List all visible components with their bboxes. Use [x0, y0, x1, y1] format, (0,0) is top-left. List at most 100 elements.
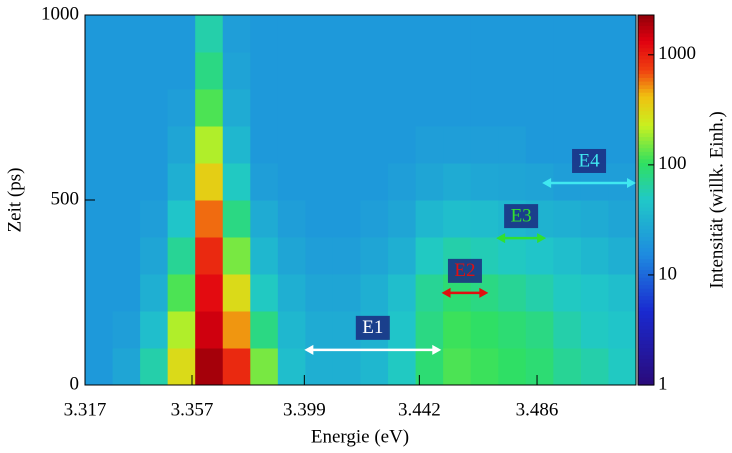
colorbar-step	[638, 70, 654, 75]
cell	[470, 126, 499, 164]
x-tick-label: 3.442	[398, 399, 441, 420]
colorbar-step	[638, 55, 654, 60]
cell	[85, 237, 114, 275]
colorbar-step	[638, 170, 654, 175]
colorbar-step	[638, 174, 654, 179]
arrow-head	[479, 287, 489, 298]
colorbar-step	[638, 33, 654, 38]
cell	[112, 15, 141, 53]
cell	[498, 274, 527, 312]
cell	[332, 15, 361, 53]
colorbar-step	[638, 26, 654, 31]
cell	[608, 274, 637, 312]
cell	[305, 163, 334, 201]
annotation-label: E1	[362, 317, 383, 338]
colorbar-step	[638, 114, 654, 120]
cell	[195, 237, 224, 275]
cell	[443, 200, 472, 238]
cell	[498, 89, 527, 127]
colorbar-step	[638, 299, 654, 305]
cell	[305, 15, 334, 53]
colorbar-step	[638, 222, 654, 227]
cell	[608, 15, 637, 53]
colorbar-step	[638, 344, 654, 349]
colorbar-step	[638, 159, 654, 164]
cell	[525, 237, 554, 275]
cell	[360, 200, 389, 238]
cell	[277, 163, 306, 201]
cell	[580, 237, 609, 275]
cell	[415, 274, 444, 312]
cell	[415, 126, 444, 164]
cell	[277, 126, 306, 164]
cell	[332, 126, 361, 164]
y-axis-label: Zeit (ps)	[4, 168, 25, 233]
cell	[388, 89, 417, 127]
cell	[388, 163, 417, 201]
colorbar-step	[638, 288, 654, 294]
cell	[553, 311, 582, 349]
cell	[443, 311, 472, 349]
cell	[443, 126, 472, 164]
cell	[250, 126, 279, 164]
cell	[112, 311, 141, 349]
cell	[608, 52, 637, 90]
colorbar-step	[638, 181, 654, 186]
cell	[470, 311, 499, 349]
x-tick-label: 3.486	[516, 399, 559, 420]
cell	[525, 52, 554, 90]
colorbar-step	[638, 96, 654, 101]
cell	[580, 311, 609, 349]
colorbar-step	[638, 44, 654, 49]
colorbar-step	[638, 129, 654, 134]
colorbar-step	[638, 122, 654, 127]
colorbar-step	[638, 92, 654, 97]
cell	[580, 348, 609, 386]
cell	[140, 200, 169, 238]
cell	[443, 52, 472, 90]
cell	[140, 311, 169, 349]
annotation-label: E3	[511, 205, 532, 226]
cell	[250, 163, 279, 201]
cell	[332, 274, 361, 312]
colorbar-step	[638, 274, 654, 279]
colorbar-step	[638, 303, 654, 308]
colorbar-step	[638, 237, 654, 242]
colorbar-step	[638, 63, 654, 68]
annotation-label: E2	[454, 260, 475, 281]
colorbar-step	[638, 140, 654, 146]
cell	[195, 15, 224, 53]
colorbar-step	[638, 333, 654, 338]
cell	[415, 200, 444, 238]
cell	[553, 348, 582, 386]
cell	[470, 15, 499, 53]
cell	[498, 52, 527, 90]
cell	[167, 52, 196, 90]
cell	[222, 52, 251, 90]
cell	[112, 52, 141, 90]
cell	[222, 163, 251, 201]
cell	[195, 52, 224, 90]
cell	[277, 237, 306, 275]
y-tick-label: 1000	[41, 3, 79, 24]
colorbar-step	[638, 66, 654, 72]
cell	[85, 52, 114, 90]
colorbar-step	[638, 255, 654, 260]
colorbar-step	[638, 377, 654, 382]
cell	[167, 89, 196, 127]
cell	[553, 89, 582, 127]
cell	[250, 89, 279, 127]
colorbar-step	[638, 322, 654, 327]
annotation-box	[572, 148, 607, 173]
cell	[608, 200, 637, 238]
cell	[277, 274, 306, 312]
cell	[415, 15, 444, 53]
colorbar-step	[638, 244, 654, 249]
cell	[167, 348, 196, 386]
arrow-head	[432, 344, 442, 355]
colorbar-step	[638, 340, 654, 345]
colorbar-step	[638, 366, 654, 371]
cell	[85, 348, 114, 386]
cell	[85, 200, 114, 238]
cell	[608, 126, 637, 164]
